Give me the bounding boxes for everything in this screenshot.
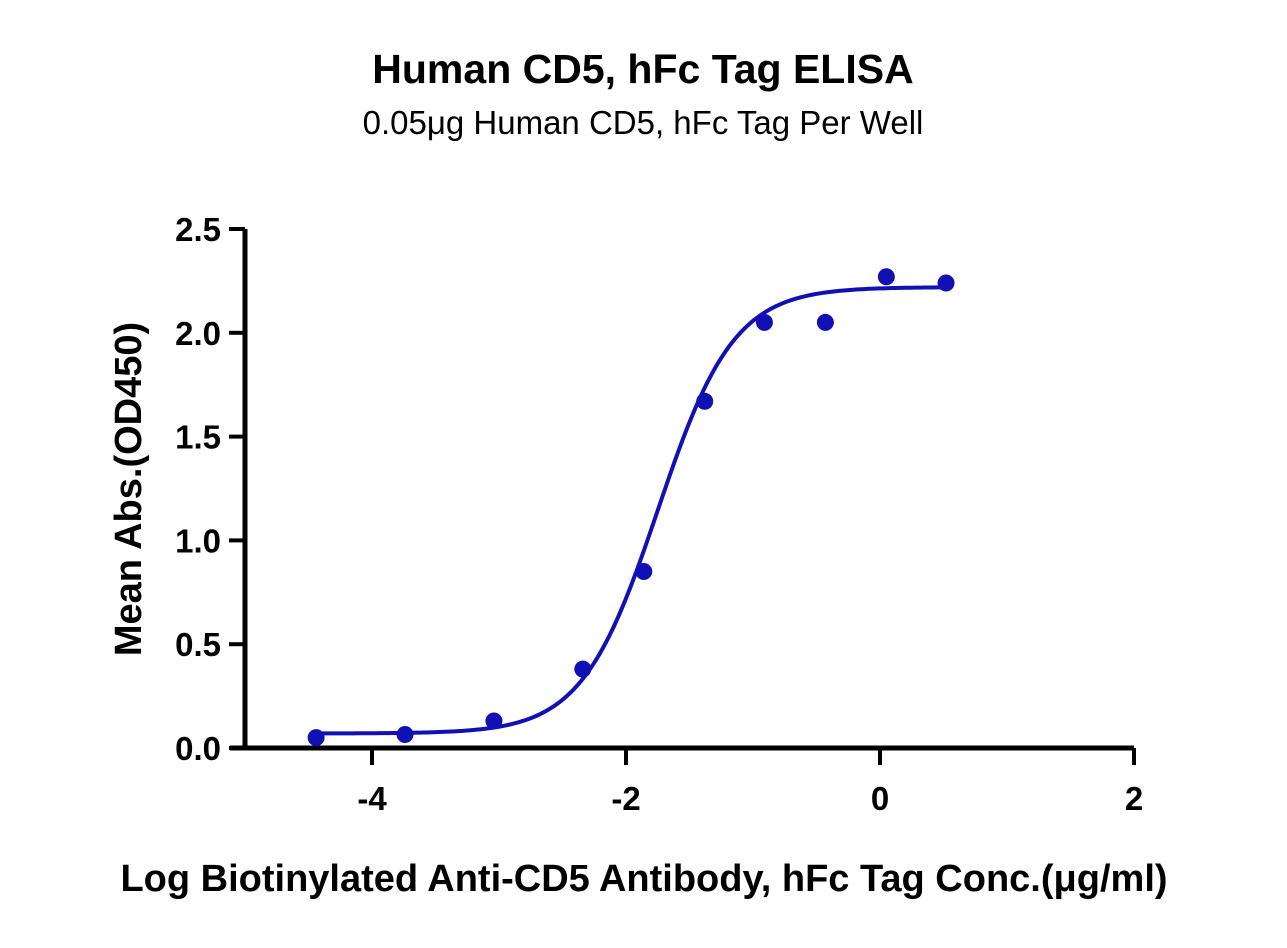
x-tick-label: -4 [357,780,387,817]
data-point [816,313,834,331]
y-tick-label: 2.0 [175,315,221,352]
data-point [485,712,503,730]
chart-title: Human CD5, hFc Tag ELISA [372,46,913,92]
data-points [307,268,955,747]
chart-subtitle: 0.05μg Human CD5, hFc Tag Per Well [363,104,924,141]
data-point [696,392,714,410]
y-axis-ticks: 0.0 0.5 1.0 1.5 2.0 2.5 [175,211,245,767]
data-point [755,313,773,331]
data-point [877,268,895,286]
x-tick-label: 2 [1125,780,1143,817]
data-point [635,563,653,581]
data-point [574,660,592,678]
y-tick-label: 0.5 [175,626,221,663]
x-axis-label: Log Biotinylated Anti-CD5 Antibody, hFc … [120,858,1167,900]
data-point [396,726,414,744]
y-tick-label: 0.0 [175,730,221,767]
y-tick-label: 1.5 [175,419,221,456]
y-tick-label: 1.0 [175,522,221,559]
y-axis-label: Mean Abs.(OD450) [108,322,150,656]
fit-curve [316,285,947,736]
x-tick-label: -2 [611,780,640,817]
data-point [307,729,325,747]
y-tick-label: 2.5 [175,211,221,248]
data-point [937,274,955,292]
x-tick-label: 0 [871,780,889,817]
x-axis-ticks: -4 -2 0 2 [357,748,1143,817]
